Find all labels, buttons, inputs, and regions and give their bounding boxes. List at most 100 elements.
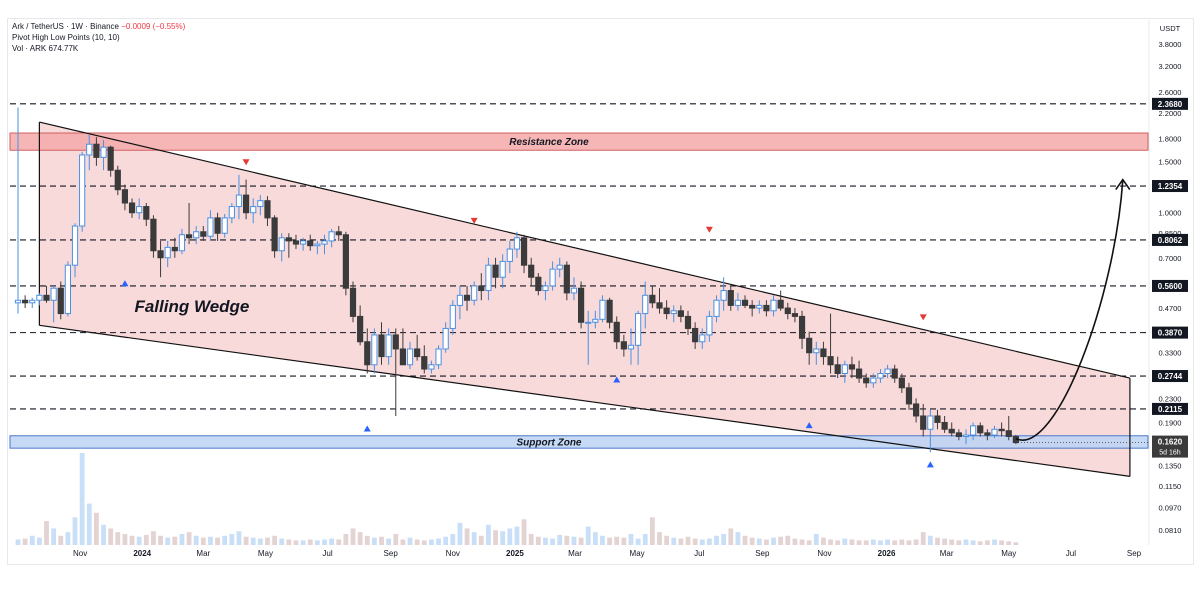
candle-body [855, 368, 863, 379]
level-tag-label: 2.3680 [1158, 100, 1183, 109]
candle-body [128, 202, 136, 214]
candle-body [136, 206, 143, 214]
indicator-legend[interactable]: Pivot High Low Points (10, 10) [12, 33, 120, 42]
volume-bar [478, 535, 484, 545]
volume-bar [714, 535, 719, 545]
candle-body [549, 268, 556, 287]
volume-bar [407, 537, 413, 545]
volume-bar [65, 532, 71, 545]
candle-body [499, 260, 506, 278]
candle-body [642, 294, 649, 315]
candle-body [185, 234, 193, 239]
price-tick-label: 0.8500 [1159, 229, 1182, 238]
candle-body [107, 146, 114, 171]
level-tag-label: 0.2744 [1158, 372, 1183, 381]
candle-body [292, 240, 300, 245]
candle-body [941, 421, 948, 430]
volume-bar [521, 519, 527, 545]
volume-bar [678, 538, 684, 545]
level-tag-label: 0.3870 [1158, 329, 1183, 338]
volume-bar [806, 540, 812, 545]
candle-body [706, 315, 713, 336]
volume-bar [699, 539, 705, 545]
volume-bar [785, 535, 791, 545]
candle-body [463, 294, 471, 301]
price-tick-label: 0.1350 [1159, 462, 1182, 471]
candle-body [542, 285, 549, 292]
candle-body [321, 240, 328, 245]
volume-bar [129, 535, 135, 545]
volume-bar [443, 536, 449, 545]
volume-bar [193, 535, 199, 545]
volume-bar [286, 539, 292, 545]
candle-body [371, 334, 378, 366]
pivot-high-marker [705, 226, 713, 233]
candle-body [720, 290, 727, 301]
candle-body [827, 356, 834, 366]
volume-bar [956, 540, 962, 545]
volume-bar [450, 533, 456, 545]
candle-body [357, 315, 364, 343]
volume-bar [863, 540, 869, 545]
candle-body [606, 299, 613, 323]
candle-body [428, 364, 435, 370]
candle-body [71, 225, 79, 266]
volume-bar [329, 538, 335, 545]
volume-bar [322, 539, 327, 545]
volume-bar [457, 522, 463, 545]
volume-bar [464, 528, 470, 545]
candle-body [820, 348, 827, 358]
symbol-legend[interactable]: Ark / TetherUS · 1W · Binance −0.0009 (−… [12, 22, 185, 32]
candle-body [692, 327, 699, 343]
candle-body [143, 206, 150, 220]
volume-bar [165, 537, 171, 545]
candle-body [677, 310, 684, 317]
volume-bar [79, 453, 85, 545]
symbol-line: Ark / TetherUS · 1W · Binance [12, 22, 119, 31]
volume-bar [58, 535, 64, 545]
level-tag [1152, 370, 1188, 383]
volume-bar [314, 540, 320, 545]
candle-body [471, 285, 478, 301]
pivot-low-marker [926, 461, 934, 468]
volume-legend[interactable]: Vol · ARK 674.77K [12, 44, 79, 53]
volume-bar [849, 539, 855, 545]
volume-bar [649, 517, 655, 545]
candle-body [64, 264, 71, 315]
volume-bar [179, 533, 185, 545]
volume-bar [486, 524, 491, 545]
volume-bar [436, 538, 441, 545]
volume-bar [992, 539, 997, 545]
candle-body [599, 299, 606, 320]
candle-body [385, 334, 392, 358]
candle-body [349, 287, 357, 317]
volume-bar [300, 540, 306, 545]
candle-body [635, 313, 642, 346]
volume-bar [528, 533, 534, 545]
volume-bar [421, 540, 427, 545]
volume-bar [799, 539, 805, 545]
price-tick-label: 0.0810 [1159, 526, 1182, 535]
volume-bar [115, 532, 121, 545]
candle-body [214, 217, 221, 234]
volume-bar [557, 534, 563, 545]
volume-bar [671, 537, 677, 545]
candle-body [756, 304, 763, 309]
volume-bar [250, 537, 256, 545]
candle-body [870, 377, 877, 384]
candle-body [257, 200, 264, 208]
volume-bar [963, 539, 969, 545]
volume-bar [728, 528, 734, 545]
candle-body [649, 294, 656, 304]
volume-bar [229, 533, 235, 545]
wedge-fill [39, 122, 1130, 477]
candle-body [663, 307, 670, 315]
month-tick-label: Sep [755, 549, 770, 558]
volume-bar [821, 537, 826, 545]
candle-body [763, 304, 770, 312]
month-tick-label: Mar [568, 549, 582, 558]
volume-bar [942, 538, 948, 545]
volume-bar [151, 531, 156, 545]
volume-bar [920, 532, 926, 545]
